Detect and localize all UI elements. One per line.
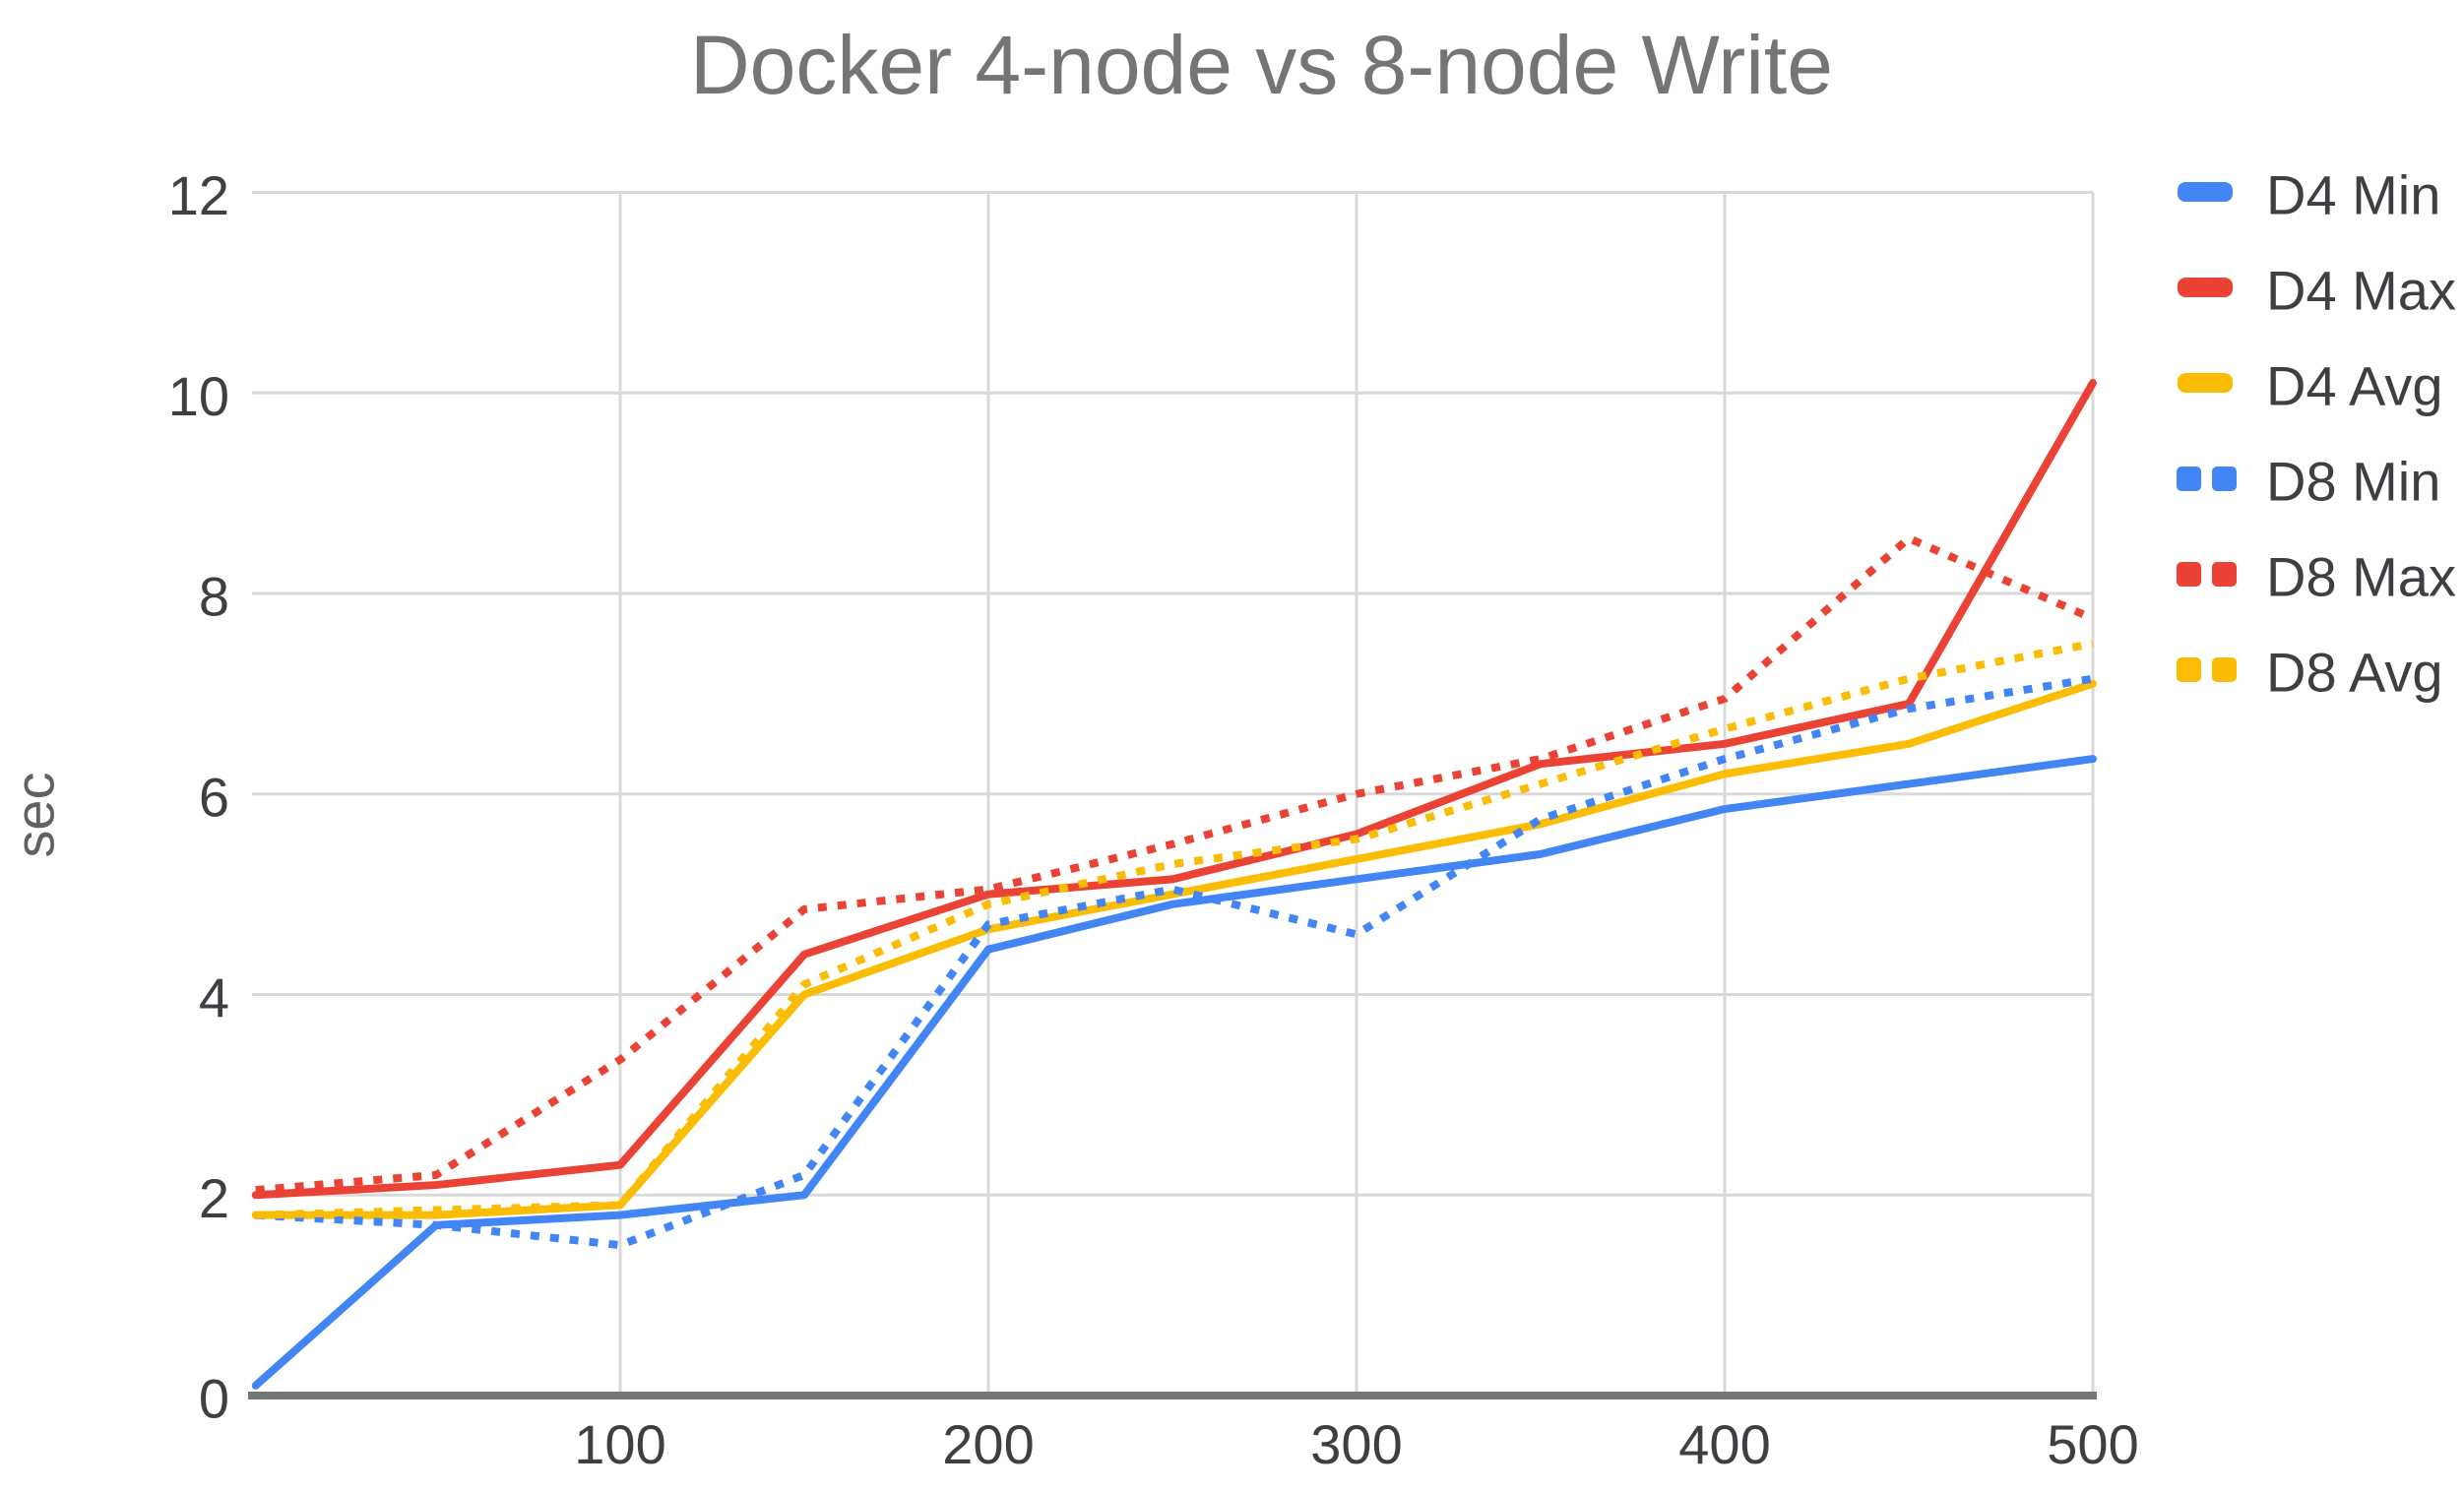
series-line-d8-avg: [255, 640, 2094, 1219]
series-line-d4-min: [251, 755, 2097, 1390]
y-tick-label: 12: [168, 164, 229, 226]
series-line-d4-max: [251, 379, 2097, 1200]
series-line-d8-max: [255, 533, 2095, 1195]
y-tick-label: 4: [199, 966, 229, 1028]
legend-label: D8 Max: [2266, 546, 2456, 608]
x-tick-label: 300: [1310, 1413, 1402, 1475]
y-tick-label: 0: [199, 1368, 229, 1430]
legend-swatch-dot: [2177, 657, 2201, 682]
x-tick-label: 200: [942, 1413, 1034, 1475]
legend-swatch-solid: [2178, 278, 2233, 297]
legend-label: D4 Avg: [2266, 355, 2443, 417]
legend-swatch-dot: [2212, 466, 2237, 491]
series-line-d8-min: [255, 674, 2094, 1250]
series-line-d4-avg: [251, 679, 2097, 1219]
y-tick-label: 2: [199, 1167, 229, 1229]
y-tick-label: 6: [199, 766, 229, 828]
chart-title: Docker 4-node vs 8-node Write: [690, 19, 1833, 111]
y-tick-label: 8: [199, 566, 229, 628]
x-tick-label: 400: [1678, 1413, 1770, 1475]
x-tick-label: 500: [2047, 1413, 2138, 1475]
legend-label: D4 Max: [2266, 260, 2456, 322]
legend-swatch-dot: [2177, 562, 2201, 587]
legend-swatch-dot: [2177, 466, 2201, 491]
legend-label: D8 Min: [2266, 451, 2440, 513]
legend-swatch-dot: [2212, 562, 2237, 587]
legend-swatch-solid: [2178, 373, 2233, 393]
legend-label: D4 Min: [2266, 164, 2440, 226]
legend-swatch-solid: [2178, 182, 2233, 202]
y-tick-label: 10: [168, 365, 229, 427]
x-axis-line: [248, 1392, 2097, 1399]
legend-label: D8 Avg: [2266, 642, 2443, 704]
x-tick-label: 100: [574, 1413, 665, 1475]
legend-swatch-dot: [2212, 657, 2237, 682]
